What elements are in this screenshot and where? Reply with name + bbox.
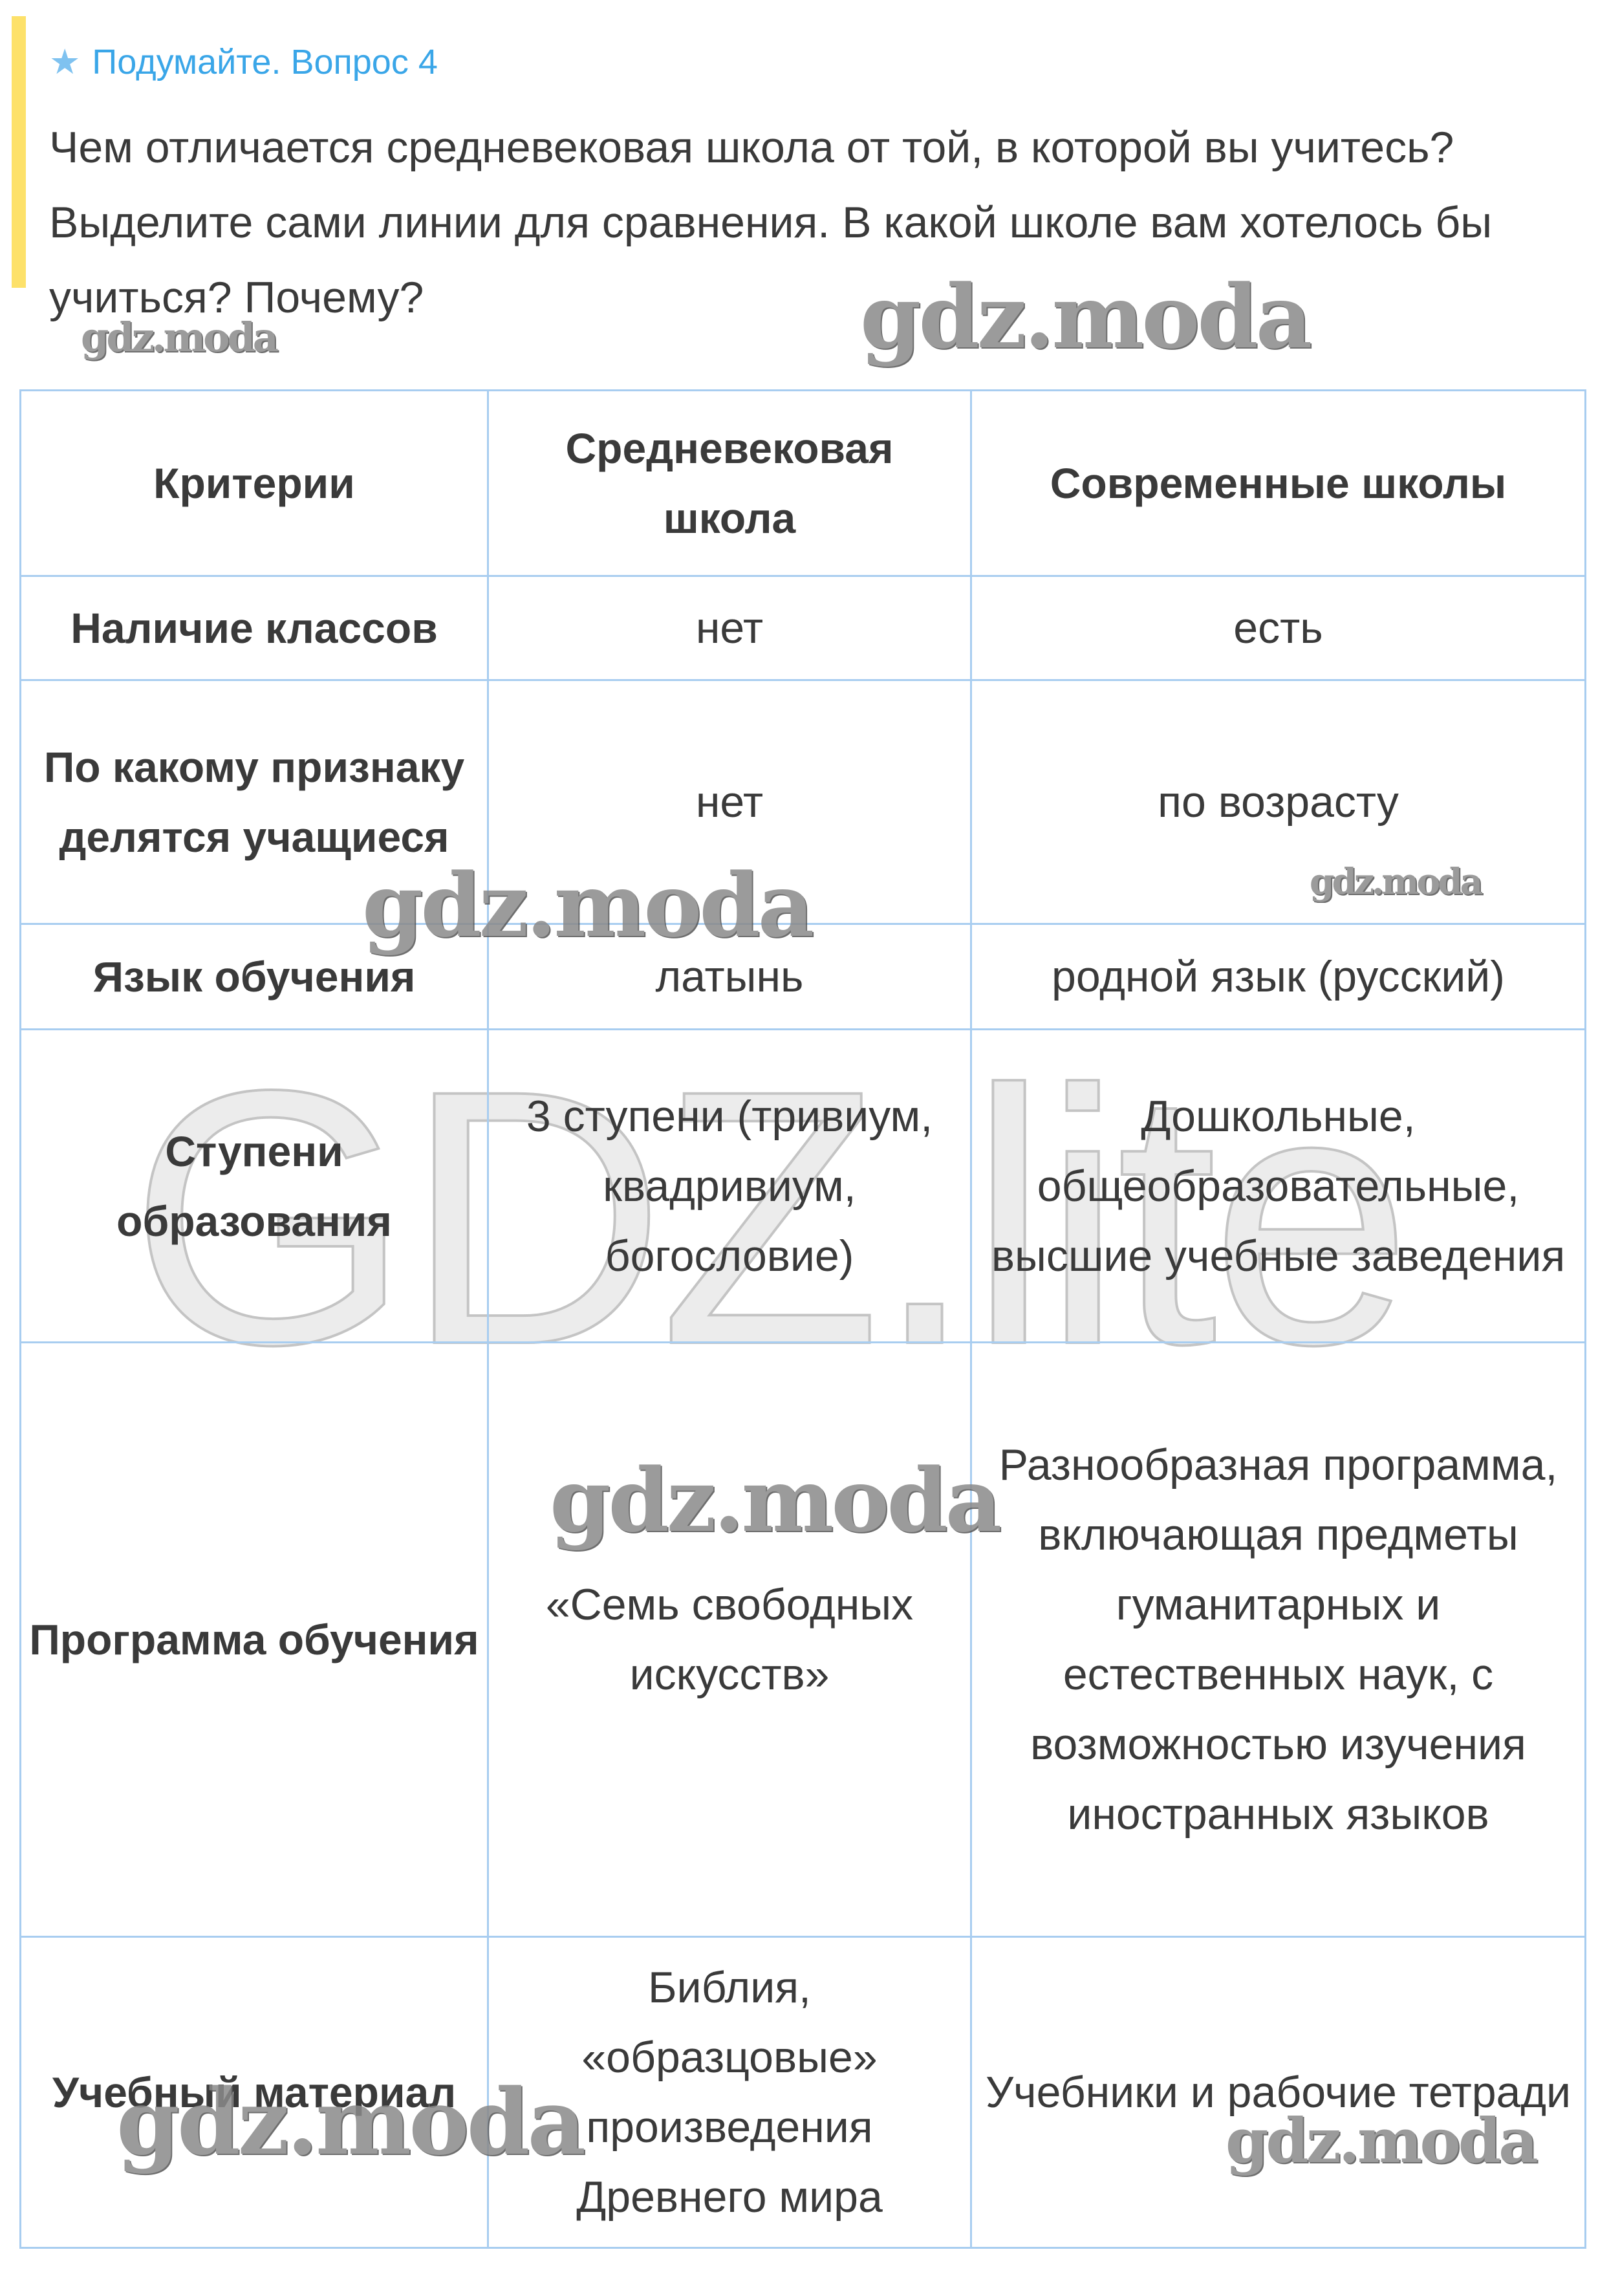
modern-cell: есть (970, 575, 1586, 681)
watermark-logo: gdz.moda (860, 265, 1312, 368)
medieval-cell: «Семь свободных искусств» (487, 1341, 972, 1938)
accent-bar (12, 16, 26, 288)
question-text: Чем отличается средневековая школа от то… (49, 123, 1493, 322)
watermark-logo: gdz.moda (1310, 860, 1483, 902)
criterion-cell: Учебный материал (19, 1936, 489, 2249)
modern-cell: Дошкольные, общеобразовательные, высшие … (970, 1028, 1586, 1343)
question-title-text: Подумайте. Вопрос 4 (92, 43, 438, 81)
modern-cell: Разнообразная программа, включающая пред… (970, 1341, 1586, 1938)
watermark-logo: gdz.moda (81, 314, 279, 361)
criterion-cell: Наличие классов (19, 575, 489, 681)
medieval-cell: Библия, «образцовые» произведения Древне… (487, 1936, 972, 2249)
criterion-cell: Ступени образования (19, 1028, 489, 1343)
modern-cell: Учебники и рабочие тетради (970, 1936, 1586, 2249)
medieval-cell: 3 ступени (тривиум, квадривиум, богослов… (487, 1028, 972, 1343)
watermark-logo: gdz.moda (116, 2070, 586, 2176)
medieval-cell: нет (487, 679, 972, 925)
header-cell: Средневековая школа (487, 389, 972, 577)
medieval-cell: латынь (487, 923, 972, 1030)
watermark-logo: gdz.moda (550, 1449, 1002, 1552)
modern-cell: родной язык (русский) (970, 923, 1586, 1030)
comparison-table: Критерии Средневековая школа Современные… (19, 389, 1586, 2249)
table-row: Язык обучения латынь родной язык (русски… (19, 923, 1586, 1030)
header-cell: Современные школы (970, 389, 1586, 577)
modern-cell: по возрасту (970, 679, 1586, 925)
table-row: Ступени образования 3 ступени (тривиум, … (19, 1028, 1586, 1343)
medieval-cell: нет (487, 575, 972, 681)
watermark-logo: gdz.moda (1226, 2105, 1539, 2177)
criterion-cell: Язык обучения (19, 923, 489, 1030)
criterion-cell: По какому признаку делятся учащиеся (19, 679, 489, 925)
table-header-row: Критерии Средневековая школа Современные… (19, 389, 1586, 577)
star-icon: ★ (49, 43, 81, 81)
table-row: Программа обучения «Семь свободных искус… (19, 1341, 1586, 1938)
watermark-logo: gdz.moda (362, 854, 814, 957)
header-cell: Критерии (19, 389, 489, 577)
criterion-cell: Программа обучения (19, 1341, 489, 1938)
question-title: ★ Подумайте. Вопрос 4 (49, 41, 438, 82)
table-row: Наличие классов нет есть (19, 575, 1586, 681)
table-row: По какому признаку делятся учащиеся нет … (19, 679, 1586, 925)
table-row: Учебный материал Библия, «образцовые» пр… (19, 1936, 1586, 2249)
